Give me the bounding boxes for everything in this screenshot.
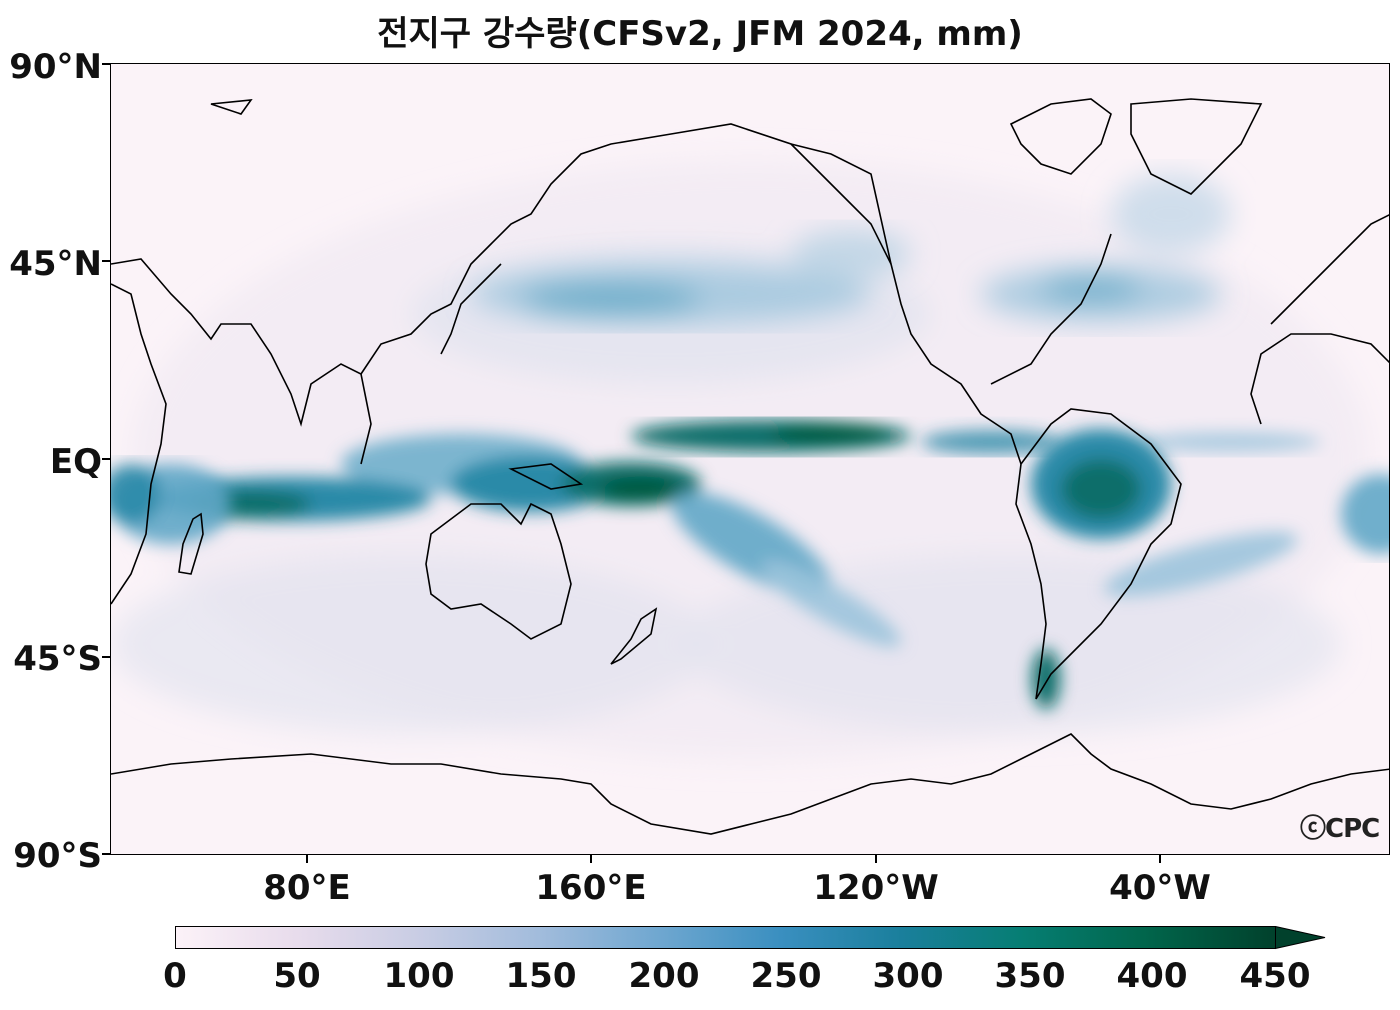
map-title: 전지구 강수량(CFSv2, JFM 2024, mm)	[377, 14, 1023, 54]
north-pacific-storm-track	[471, 229, 911, 324]
colorbar-tick-400: 400	[1116, 956, 1188, 996]
lat-label-45n: 45°N	[9, 244, 102, 284]
lon-label-80e: 80°E	[263, 868, 351, 908]
coastlines	[111, 98, 1389, 835]
cpc-watermark: ⓒCPC	[1300, 814, 1380, 844]
lon-label-120w: 120°W	[813, 868, 939, 908]
precipitation-map	[110, 63, 1390, 855]
north-atlantic-storm-track	[981, 174, 1231, 322]
lat-tick	[102, 458, 110, 460]
colorbar-tick-300: 300	[872, 956, 944, 996]
lat-label-45s: 45°S	[13, 639, 102, 679]
lon-tick	[1159, 855, 1161, 863]
lat-label-90n: 90°N	[9, 47, 102, 87]
lon-tick	[306, 855, 308, 863]
indian-ocean-band	[111, 464, 1389, 554]
lon-label-160e: 160°E	[535, 868, 647, 908]
itcz-pacific	[631, 420, 1321, 454]
lat-tick	[102, 853, 110, 855]
lon-label-40w: 40°W	[1109, 868, 1211, 908]
lat-tick	[102, 260, 110, 262]
colorbar-tick-450: 450	[1239, 956, 1311, 996]
colorbar-tick-250: 250	[750, 956, 822, 996]
colorbar-tick-350: 350	[994, 956, 1066, 996]
lat-tick	[102, 63, 110, 65]
colorbar-tick-200: 200	[628, 956, 700, 996]
lon-tick	[590, 855, 592, 863]
colorbar-tick-0: 0	[163, 956, 187, 996]
lat-label-90s: 90°S	[13, 836, 102, 876]
lat-label-eq: EQ	[49, 442, 102, 482]
lat-tick	[102, 656, 110, 658]
colorbar-tick-150: 150	[505, 956, 577, 996]
colorbar	[175, 926, 1326, 950]
colorbar-tick-100: 100	[383, 956, 455, 996]
colorbar-tick-50: 50	[273, 956, 321, 996]
map-canvas	[111, 98, 1389, 835]
lon-tick	[875, 855, 877, 863]
